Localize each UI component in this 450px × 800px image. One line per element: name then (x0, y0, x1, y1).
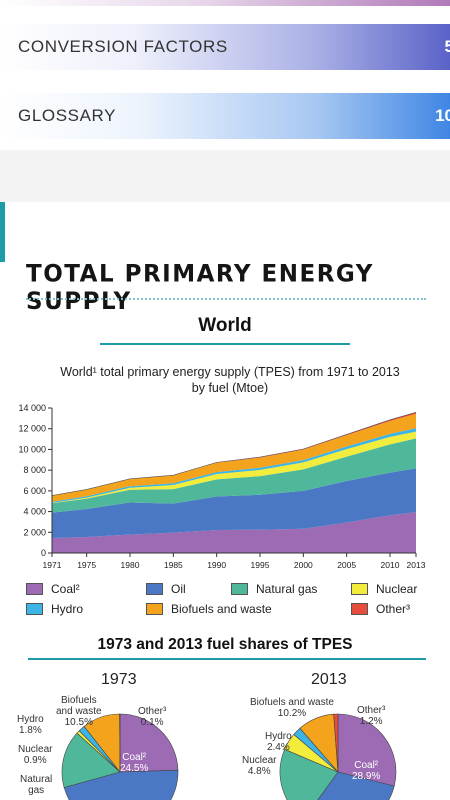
page-edge-accent (0, 202, 5, 262)
x-tick-label: 2005 (337, 560, 356, 570)
x-tick-label: 2010 (381, 560, 400, 570)
y-tick-label: 4 000 (23, 507, 46, 517)
x-tick-label: 1990 (207, 560, 226, 570)
legend-item-coal: Coal² (26, 582, 80, 596)
y-tick-label: 14 000 (18, 403, 46, 413)
world-heading: World (198, 315, 252, 336)
toc-item-page-number: 10 (435, 106, 450, 125)
chart-title-line2: by fuel (Mtoe) (191, 381, 269, 395)
legend-label: Biofuels and waste (171, 602, 272, 616)
toc-item-label: GLOSSARY (18, 106, 117, 125)
toc-item-conversion-factors[interactable]: CONVERSION FACTORS 5 (0, 24, 450, 70)
toc-item-glossary[interactable]: GLOSSARY 10 (0, 93, 450, 139)
pie-heading-underline (28, 658, 426, 660)
legend-swatch (146, 603, 163, 615)
y-tick-label: 6 000 (23, 486, 46, 496)
fuel-share-pies (61, 713, 397, 800)
x-tick-label: 1975 (77, 560, 96, 570)
section-title: TOTAL PRIMARY ENERGY SUPPLY (26, 260, 374, 316)
legend-label: Coal² (51, 582, 80, 596)
pie-2013-slice-other (333, 713, 339, 773)
pie-1973-slice-coal (119, 713, 179, 773)
world-heading-underline (100, 343, 350, 345)
pie-2013-slice-oil (317, 771, 395, 800)
x-tick-label: 1985 (164, 560, 183, 570)
pie-year-1973: 1973 (101, 671, 137, 688)
y-tick-label: 2 000 (23, 527, 46, 537)
x-tick-label: 1980 (121, 560, 140, 570)
legend-swatch (26, 583, 43, 595)
x-tick-label: 1971 (43, 560, 62, 570)
legend-swatch (231, 583, 248, 595)
area-series-coal (52, 512, 416, 553)
area-series-natural_gas (52, 438, 416, 513)
legend-swatch (351, 583, 368, 595)
pie-year-2013: 2013 (311, 671, 347, 688)
pie-2013-label-hydro: Hydro 2.4% (265, 731, 292, 753)
chart-title-line1: World¹ total primary energy supply (TPES… (60, 365, 400, 379)
pie-1973-slice-natural_gas (61, 732, 121, 788)
legend-swatch (146, 583, 163, 595)
x-tick-label: 2013 (407, 560, 426, 570)
pie-1973-label-coal: Coal² 24.5% (120, 752, 149, 774)
pie-1973-label-nuclear: Nuclear 0.9% (18, 744, 53, 766)
y-tick-label: 12 000 (18, 424, 46, 434)
legend-label: Hydro (51, 602, 84, 616)
x-tick-label: 1995 (251, 560, 270, 570)
legend-item-hydro: Hydro (26, 602, 83, 616)
toc-item-page-number: 5 (444, 37, 450, 56)
pie-2013-slice-natural_gas (279, 748, 339, 800)
pie-1973-label-biofuels: Biofuels and waste 10.5% (56, 695, 102, 728)
legend-item-nuclear: Nuclear (351, 582, 417, 596)
total-outline (51, 412, 417, 496)
legend-label: Oil (171, 582, 186, 596)
y-tick-label: 8 000 (23, 465, 46, 475)
tpes-area-chart: 0 2 000 4 000 6 000 8 000 10 000 12 000 14 000 1… (18, 403, 426, 570)
legend-label: Natural gas (256, 582, 318, 596)
area-series-oil (52, 468, 416, 538)
pie-1973-label-hydro: Hydro 1.8% (17, 714, 44, 736)
pie-section-heading: 1973 and 2013 fuel shares of TPES (97, 636, 353, 653)
dotted-divider (26, 298, 426, 300)
pie-2013-label-other: Other³ 1.2% (357, 705, 386, 727)
toc-item-label: CONVERSION FACTORS (18, 37, 228, 56)
pie-2013-label-coal: Coal² 28.9% (352, 760, 381, 782)
chart-title: World¹ total primary energy supply (TPES… (30, 364, 430, 396)
legend-label: Nuclear (376, 582, 418, 596)
x-tick-label: 2000 (294, 560, 313, 570)
pie-1973-label-natural_gas: Natural gas (20, 774, 53, 796)
legend-item-biofuels: Biofuels and waste (146, 602, 272, 616)
pie-2013-label-nuclear: Nuclear 4.8% (242, 755, 277, 777)
legend-item-other: Other³ (351, 602, 410, 616)
legend-swatch (26, 603, 43, 615)
pie-2013-label-biofuels: Biofuels and waste 10.2% (250, 697, 334, 719)
pie-1973-slice-oil (63, 769, 179, 800)
legend-item-oil: Oil (146, 582, 186, 596)
legend-label: Other³ (376, 602, 411, 616)
area-series-biofuels (52, 413, 416, 502)
top-divider-strip (0, 0, 450, 6)
legend-swatch (351, 603, 368, 615)
y-tick-label: 10 000 (18, 444, 46, 454)
page-gap (0, 150, 450, 202)
y-tick-label: 0 (41, 548, 46, 558)
pie-1973-label-other: Other³ 0.1% (138, 706, 167, 728)
pie-2013-slice-coal (337, 713, 397, 787)
legend-item-natural_gas: Natural gas (231, 582, 317, 596)
